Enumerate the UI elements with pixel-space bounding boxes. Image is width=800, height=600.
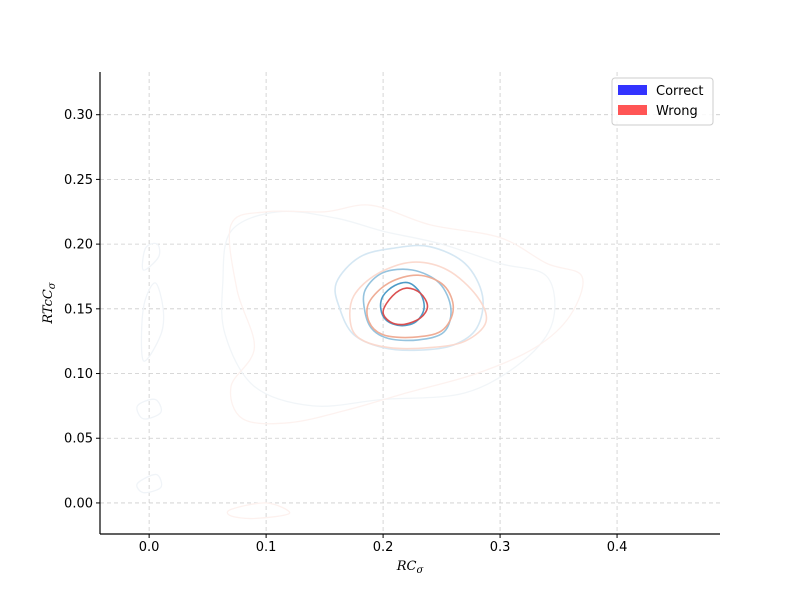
- y-axis-label: RTcCσ: [41, 281, 58, 324]
- outlier-contour-0: [140, 282, 165, 362]
- x-ticks: 0.0 0.1 0.2 0.3 0.4: [139, 534, 628, 555]
- contour-correct-level-0: [221, 210, 556, 407]
- y-tick-label-3: 0.15: [64, 302, 93, 317]
- x-tick-label-0: 0.0: [139, 540, 160, 555]
- contour-correct-level-3: [379, 281, 425, 327]
- x-axis-label-main: RC: [396, 559, 417, 574]
- outlier-contour-1: [141, 242, 161, 271]
- grid-lines: [100, 72, 720, 534]
- y-tick-label-2: 0.10: [64, 367, 93, 382]
- contour-correct-level-1: [334, 244, 484, 352]
- legend-swatch-wrong: [618, 105, 647, 115]
- contour-correct-level-2: [362, 268, 452, 342]
- legend: Correct Wrong: [611, 77, 714, 126]
- y-axis-label-main: RTcC: [41, 289, 56, 325]
- contour-wrong-level-3: [382, 287, 429, 326]
- y-tick-label-1: 0.05: [64, 432, 93, 447]
- y-tick-label-4: 0.20: [64, 238, 93, 253]
- outlier-contour-3: [136, 473, 163, 494]
- contour-wrong-level-2: [366, 274, 455, 339]
- outlier-contour-4: [226, 502, 291, 520]
- outlier-contour-2: [136, 398, 162, 420]
- x-tick-label-2: 0.2: [373, 540, 394, 555]
- contour-layer: [136, 204, 584, 520]
- legend-label-wrong: Wrong: [656, 104, 698, 119]
- contour-wrong-level-0: [228, 204, 584, 425]
- axes: [99, 72, 720, 535]
- y-tick-label-0: 0.00: [64, 496, 93, 511]
- y-axis-label-subscript: σ: [47, 281, 58, 289]
- x-tick-label-3: 0.3: [490, 540, 511, 555]
- y-tick-label-5: 0.25: [64, 173, 93, 188]
- legend-label-correct: Correct: [656, 84, 703, 99]
- x-axis-label-subscript: σ: [416, 565, 424, 576]
- x-tick-label-1: 0.1: [256, 540, 277, 555]
- x-axis-label: RCσ: [396, 559, 425, 576]
- x-tick-label-4: 0.4: [607, 540, 628, 555]
- y-tick-label-6: 0.30: [64, 108, 93, 123]
- legend-swatch-correct: [618, 85, 647, 95]
- y-ticks: 0.00 0.05 0.10 0.15 0.20 0.25 0.30: [64, 108, 100, 511]
- contour-wrong-level-1: [349, 261, 488, 350]
